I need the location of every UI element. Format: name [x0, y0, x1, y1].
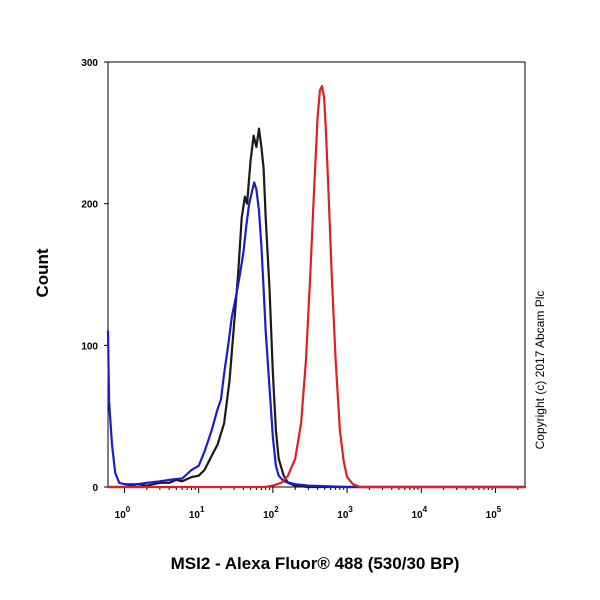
x-tick-base: 10 — [115, 510, 127, 521]
x-tick-label: 100 — [115, 505, 131, 521]
y-axis: 0 100 200 300 — [81, 58, 108, 494]
x-tick-exponent: 1 — [200, 505, 205, 514]
x-tick-label: 105 — [486, 505, 502, 521]
y-tick-label: 100 — [81, 341, 98, 352]
x-tick-base: 10 — [411, 510, 423, 521]
series-line-2 — [106, 181, 527, 489]
x-tick-base: 10 — [263, 510, 275, 521]
y-axis-title: Count — [33, 248, 52, 297]
x-tick-label: 104 — [411, 505, 427, 521]
x-tick-exponent: 2 — [274, 505, 279, 514]
x-tick-base: 10 — [486, 510, 498, 521]
x-tick-exponent: 5 — [497, 505, 502, 514]
x-tick-base: 10 — [337, 510, 349, 521]
x-tick-label: 102 — [263, 505, 279, 521]
y-tick-label: 0 — [92, 483, 98, 494]
x-tick-label: 101 — [189, 505, 205, 521]
y-tick-label: 300 — [81, 58, 98, 69]
x-axis-title: MSI2 - Alexa Fluor® 488 (530/30 BP) — [171, 554, 460, 573]
x-tick-label: 103 — [337, 505, 353, 521]
x-tick-base: 10 — [189, 510, 201, 521]
y-tick-label: 200 — [81, 200, 98, 211]
x-tick-exponent: 0 — [126, 505, 131, 514]
copyright-annotation: Copyright (c) 2017 Abcam Plc — [533, 291, 547, 450]
histogram-curves — [106, 85, 527, 489]
series-line-3 — [106, 85, 527, 489]
x-tick-exponent: 3 — [348, 505, 353, 514]
x-tick-exponent: 4 — [423, 505, 428, 514]
